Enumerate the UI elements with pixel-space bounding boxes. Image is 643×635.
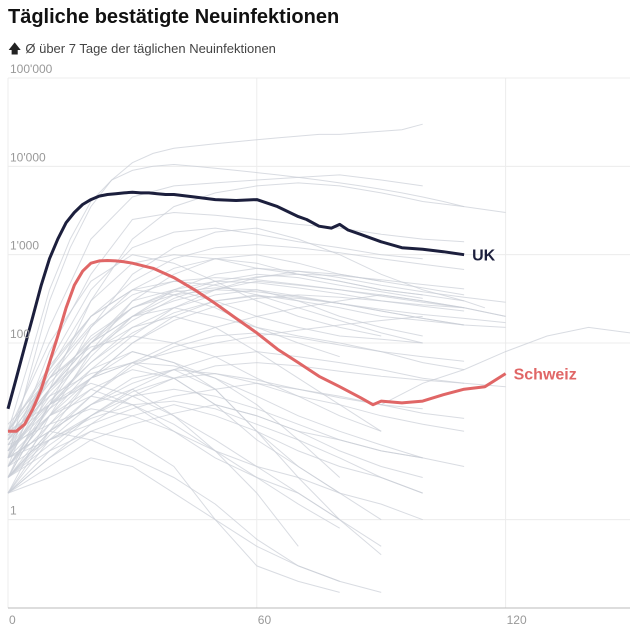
background-series-line [7, 351, 341, 478]
series-labels: UK Schweiz [472, 248, 577, 384]
background-series-line [7, 315, 382, 441]
chart-subtitle: 🡅 Ø über 7 Tage der täglichen Neuinfektio… [8, 40, 276, 62]
background-series-line [7, 369, 465, 459]
series-label-uk: UK [472, 248, 496, 265]
background-series-line [7, 332, 465, 478]
background-series-line [7, 273, 465, 446]
background-series-line [7, 362, 423, 459]
background-series-line [7, 227, 423, 467]
grid [7, 77, 630, 609]
background-series-line [7, 457, 382, 593]
background-series-line [380, 326, 631, 406]
background-series-line [7, 294, 465, 478]
background-series-line [7, 258, 465, 446]
background-series-line [7, 404, 423, 494]
background-series-line [7, 382, 465, 459]
background-series-line [7, 315, 423, 432]
y-tick-label: 100 [10, 327, 30, 341]
arrow-up-icon: 🡅 [8, 41, 22, 56]
background-series-line [7, 369, 382, 556]
background-series-line [7, 400, 423, 494]
y-tick-label: 1'000 [10, 239, 39, 253]
background-series-line [7, 408, 423, 521]
axis-ticks: 1 100 1'000 10'000 100'000 0 60 120 [9, 62, 527, 627]
background-series-line [7, 270, 465, 467]
background-series-line [7, 362, 382, 521]
background-series [7, 123, 631, 593]
highlight-series [6, 190, 507, 433]
background-series-line [7, 244, 465, 432]
background-series-line [7, 254, 382, 432]
series-label-schweiz: Schweiz [514, 367, 577, 384]
background-series-line [7, 362, 506, 494]
chart-title: Tägliche bestätigte Neuinfektionen [8, 6, 340, 28]
series-line-schweiz [8, 259, 507, 433]
chart-subtitle-text: Ø über 7 Tage der täglichen Neuinfektion… [25, 41, 276, 56]
background-series-line [7, 295, 506, 452]
background-series-line [7, 382, 340, 521]
background-series-line [7, 404, 423, 494]
background-series-line [7, 388, 465, 478]
background-series-line [7, 163, 465, 432]
background-series-line [7, 287, 465, 436]
background-series-line [7, 430, 340, 582]
background-series-line [7, 335, 382, 432]
background-series-line [7, 289, 423, 467]
background-series-line [7, 123, 423, 459]
y-tick-label: 1 [10, 504, 17, 518]
y-tick-label: 100'000 [10, 62, 53, 76]
background-series-line [7, 211, 465, 459]
background-series-line [7, 174, 423, 441]
background-series-line [7, 307, 465, 432]
background-series-line [7, 267, 506, 467]
x-tick-label: 0 [9, 613, 16, 627]
background-series-line [7, 280, 423, 432]
background-series-line [7, 430, 340, 593]
background-series-line [7, 182, 506, 478]
y-tick-label: 10'000 [10, 150, 46, 164]
background-series-line [7, 277, 465, 441]
series-line-uk [6, 190, 465, 410]
x-tick-label: 120 [507, 613, 527, 627]
x-tick-label: 60 [258, 613, 272, 627]
